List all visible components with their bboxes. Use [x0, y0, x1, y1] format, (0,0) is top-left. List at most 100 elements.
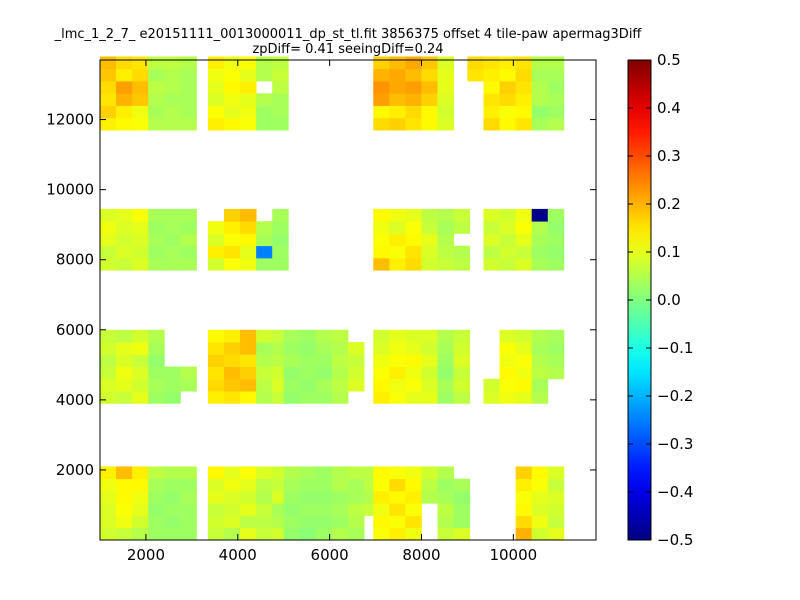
heatmap-cell — [315, 527, 333, 541]
heatmap-cell — [256, 245, 273, 259]
heatmap-cell — [240, 233, 257, 247]
heatmap-cell — [373, 366, 390, 380]
heatmap-cell — [437, 56, 455, 70]
heatmap-cell — [116, 527, 133, 541]
heatmap-cell — [283, 478, 301, 492]
heatmap-cell — [272, 221, 289, 234]
heatmap-cell — [547, 503, 565, 516]
heatmap-cell — [437, 478, 455, 492]
heatmap-cell — [373, 478, 390, 492]
heatmap-cell — [547, 342, 565, 355]
heatmap-cell — [453, 391, 471, 404]
heatmap-cell — [132, 257, 149, 271]
heatmap-cell — [421, 68, 438, 82]
heatmap-cell — [515, 81, 533, 94]
heatmap-cell — [256, 221, 273, 234]
heatmap-cell — [531, 527, 549, 541]
heatmap-cell — [116, 257, 133, 271]
chart-title-line-1: _lmc_1_2_7_ e20151111_0013000011_dp_st_t… — [54, 27, 643, 42]
x-tick-label: 6000 — [311, 546, 349, 564]
heatmap-cell — [547, 233, 565, 247]
heatmap-cell — [132, 221, 149, 234]
heatmap-cell — [299, 466, 317, 480]
heatmap-cell — [180, 257, 197, 271]
heatmap-cell — [421, 466, 438, 480]
heatmap-cell — [164, 68, 181, 82]
heatmap-cell — [240, 208, 257, 222]
heatmap-cell — [405, 366, 422, 380]
heatmap-cell — [405, 68, 422, 82]
heatmap-cell — [499, 342, 517, 355]
heatmap-cell — [299, 490, 317, 504]
heatmap-cell — [515, 329, 533, 343]
heatmap-cell — [116, 342, 133, 355]
heatmap-cell — [531, 366, 549, 380]
heatmap-cell — [116, 466, 133, 480]
heatmap-cell — [207, 515, 225, 529]
heatmap-cell — [405, 342, 422, 355]
y-tick-label: 2000 — [56, 461, 94, 479]
heatmap-cell — [100, 233, 117, 247]
heatmap-cell — [531, 233, 549, 247]
heatmap-cell — [180, 490, 197, 504]
heatmap-cell — [224, 366, 241, 380]
heatmap-cell — [499, 378, 517, 392]
heatmap-cell — [331, 354, 349, 367]
heatmap-cell — [421, 245, 438, 259]
heatmap-cell — [180, 221, 197, 234]
heatmap-cell — [515, 478, 533, 492]
heatmap-cell — [164, 527, 181, 541]
heatmap-cell — [405, 515, 422, 529]
heatmap-cell — [437, 233, 455, 247]
heatmap-cell — [373, 105, 390, 119]
heatmap-cell — [240, 378, 257, 392]
heatmap-cell — [100, 378, 117, 392]
heatmap-cell — [100, 257, 117, 271]
colorbar-tick-label: 0.0 — [657, 291, 681, 309]
heatmap-cell — [207, 56, 225, 70]
heatmap-cell — [499, 81, 517, 94]
heatmap-cell — [483, 117, 500, 131]
heatmap-cell — [283, 342, 301, 355]
heatmap-cell — [437, 391, 455, 404]
heatmap-cell — [207, 478, 225, 492]
heatmap-cell — [515, 56, 533, 70]
heatmap-cell — [164, 81, 181, 94]
heatmap-cell — [405, 490, 422, 504]
heatmap-cell — [207, 354, 225, 367]
heatmap-cell — [100, 342, 117, 355]
heatmap-cell — [437, 221, 455, 234]
heatmap-cell — [389, 466, 406, 480]
heatmap-cell — [315, 342, 333, 355]
heatmap-cell — [499, 117, 517, 131]
heatmap-cell — [132, 105, 149, 119]
heatmap-cell — [132, 503, 149, 516]
heatmap-cell — [453, 245, 471, 259]
heatmap-cell — [331, 391, 349, 404]
heatmap-cell — [421, 221, 438, 234]
heatmap-cell — [437, 93, 455, 106]
heatmap-cell — [256, 105, 273, 119]
heatmap-cell — [256, 56, 273, 70]
heatmap-cell — [299, 503, 317, 516]
colorbar-tick-label: 0.3 — [657, 147, 681, 165]
heatmap-cell — [207, 490, 225, 504]
colorbar-ticks: 0.5 0.4 0.3 0.2 0.1 0.0 −0.1 −0.2 −0.3 −0.4 −0.5 — [628, 51, 693, 549]
heatmap-cell — [240, 68, 257, 82]
heatmap-cell — [132, 354, 149, 367]
heatmap-cell — [405, 503, 422, 516]
colorbar-tick-label: −0.3 — [657, 435, 693, 453]
heatmap-cell — [148, 478, 165, 492]
heatmap-cell — [331, 515, 349, 529]
heatmap-cell — [180, 68, 197, 82]
heatmap-cell — [224, 221, 241, 234]
colorbar-tick-label: 0.1 — [657, 243, 681, 261]
heatmap-cell — [547, 81, 565, 94]
heatmap-cell — [405, 56, 422, 70]
heatmap-cell — [207, 329, 225, 343]
heatmap-cell — [148, 208, 165, 222]
heatmap-cell — [315, 354, 333, 367]
heatmap-cell — [373, 221, 390, 234]
heatmap-cell — [348, 342, 365, 355]
